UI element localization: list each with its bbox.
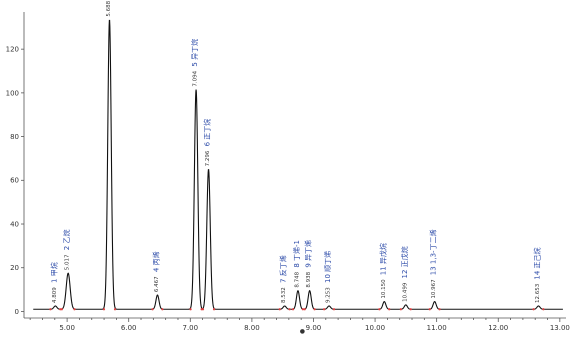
- peak-label: 10.150 11 异戊烷: [378, 243, 387, 299]
- peak-label: 7.094 5 异丁烷: [190, 39, 199, 87]
- peak-time-label: 7.296: [205, 150, 211, 166]
- peak-boundary-marker: [291, 308, 295, 311]
- peak-boundary-marker: [409, 308, 412, 311]
- peak-boundary-marker: [399, 308, 402, 311]
- peak-boundary-marker: [388, 308, 391, 311]
- peak-boundary-marker: [151, 308, 154, 311]
- peak-name-label: 8 丁烯-1: [292, 240, 301, 268]
- peak-boundary-marker: [201, 308, 205, 311]
- peak-boundary-marker: [73, 308, 76, 311]
- peak-name-label: 9 异丁烯: [304, 240, 313, 268]
- y-tick-label: 80: [10, 133, 19, 141]
- peak-name-label: 11 异戊烷: [378, 243, 387, 275]
- peak-name-label: 10 顺丁烯: [323, 251, 332, 283]
- peak-boundary-marker: [378, 308, 381, 311]
- y-tick-label: 120: [6, 46, 19, 54]
- peak-boundary-marker: [323, 308, 326, 311]
- peak-label: 8.748 8 丁烯-1: [292, 240, 301, 288]
- peak-time-label: 4.809: [52, 287, 58, 303]
- peak-time-label: 8.748: [294, 271, 300, 287]
- x-axis-ticks: 5.00 6.00 7.00 8.00 9.00 10.00 11.00 12.00 13.00: [29, 318, 570, 332]
- peak-label: 7.296 6 正丁烷: [203, 119, 212, 167]
- peak-name-label: 12 正戊烷: [400, 246, 409, 278]
- peak-boundary-marker: [59, 308, 62, 311]
- peak-time-label: 7.094: [193, 70, 199, 86]
- peak-time-label: 6.467: [154, 276, 160, 292]
- x-axis-mark: ●: [300, 328, 305, 335]
- x-tick-label: 6.00: [121, 324, 137, 332]
- peak-name-label: 14 正己烷: [532, 247, 541, 279]
- peak-boundary-marker: [303, 308, 306, 311]
- x-tick-label: 7.00: [182, 324, 198, 332]
- y-tick-label: 40: [10, 220, 19, 228]
- peak-boundary-marker: [301, 308, 304, 311]
- peak-label: 5.6883 丙烷: [106, 0, 112, 16]
- peak-label: 9.253 10 顺丁烯: [323, 251, 332, 303]
- peak-boundary-marker: [542, 308, 545, 311]
- peak-labels: 4.809 1 甲烷 5.017 2 乙烷 5.6883 丙烷 6.467 4 丙烯 7.09…: [49, 0, 541, 303]
- peak-time-label: 9.253: [326, 287, 332, 303]
- peak-label: 6.467 4 丙烯: [151, 251, 160, 292]
- y-tick-label: 0: [15, 308, 19, 316]
- x-tick-label: 13.00: [550, 324, 570, 332]
- y-tick-label: 100: [6, 89, 19, 97]
- peak-boundary-marker: [278, 308, 281, 311]
- peak-boundary-marker: [161, 308, 164, 311]
- peak-name-label: 6 正丁烷: [203, 119, 212, 147]
- peak-label: 4.809 1 甲烷: [49, 262, 58, 303]
- peak-time-label: 8.938: [306, 271, 312, 287]
- peak-boundary-marker: [313, 308, 316, 311]
- peak-boundary-marker: [438, 308, 441, 311]
- x-tick-label: 11.00: [427, 324, 447, 332]
- peak-name-label: 7 反丁烯: [279, 255, 288, 283]
- peak-boundary-marker: [428, 308, 431, 311]
- peak-boundary-marker: [113, 308, 117, 311]
- peak-boundary-marker: [288, 308, 291, 311]
- x-tick-label: 12.00: [488, 324, 508, 332]
- y-tick-label: 20: [10, 264, 19, 272]
- peak-name-label: 13 1,3-丁二烯: [429, 229, 438, 275]
- chromatogram-trace: [33, 19, 563, 310]
- peak-name-label: 5 异丁烷: [190, 39, 199, 67]
- peak-boundary-marker: [102, 308, 106, 311]
- peak-time-label: 12.653: [535, 283, 541, 303]
- peak-time-label: 5.688: [106, 0, 112, 16]
- peak-name-label: 2 乙烷: [62, 230, 71, 251]
- peak-markers: [49, 308, 545, 311]
- peak-time-label: 5.017: [65, 254, 71, 270]
- peak-label: 12.653 14 正己烷: [532, 247, 541, 303]
- peak-boundary-marker: [189, 308, 192, 311]
- y-tick-label: 60: [10, 177, 19, 185]
- peak-time-label: 10.499: [402, 282, 408, 302]
- x-tick-label: 10.00: [365, 324, 385, 332]
- peak-label: 8.938 9 异丁烯: [304, 240, 313, 288]
- peak-time-label: 8.532: [281, 287, 287, 303]
- x-tick-label: 8.00: [244, 324, 260, 332]
- y-axis-ticks: 0 20 40 60 80 100 120: [6, 46, 24, 316]
- x-tick-label: 9.00: [306, 324, 322, 332]
- peak-label: 10.499 12 正戊烷: [400, 246, 409, 302]
- peak-time-label: 10.967: [431, 279, 437, 299]
- peak-boundary-marker: [532, 308, 535, 311]
- peak-boundary-marker: [332, 308, 336, 311]
- x-tick-label: 5.00: [59, 324, 75, 332]
- peak-label: 8.532 7 反丁烯: [279, 255, 288, 303]
- peak-name-label: 4 丙烯: [151, 251, 160, 272]
- peak-time-label: 10.150: [381, 279, 387, 299]
- peak-label: 10.967 13 1,3-丁二烯: [429, 229, 438, 298]
- peak-boundary-marker: [60, 308, 63, 311]
- peak-label: 5.017 2 乙烷: [62, 230, 71, 271]
- peak-boundary-marker: [212, 308, 216, 311]
- peak-name-label: 1 甲烷: [49, 262, 58, 283]
- peak-boundary-marker: [49, 308, 52, 311]
